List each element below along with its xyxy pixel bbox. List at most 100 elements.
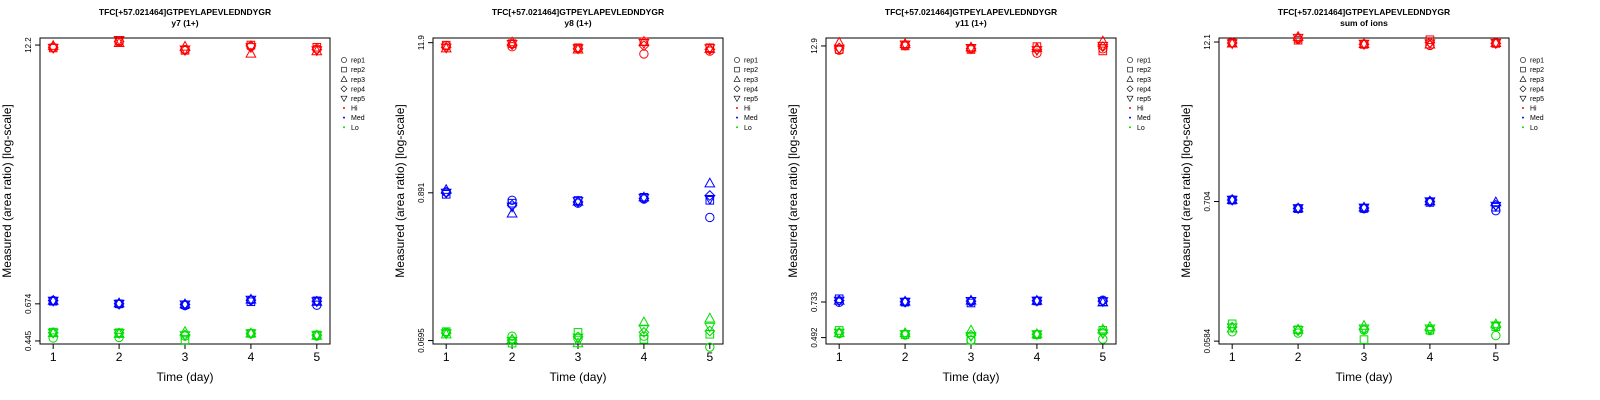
point-lo-rep3	[506, 333, 518, 344]
point-hi-rep3	[1358, 37, 1370, 49]
point-med-rep3	[1226, 193, 1238, 204]
point-hi-rep3	[833, 36, 845, 47]
legend-marker	[733, 85, 741, 93]
point-lo-rep4	[965, 329, 977, 341]
point-lo-rep3	[1424, 320, 1436, 331]
point-lo-rep3	[245, 327, 257, 338]
y-tick-label: 11.9	[417, 35, 426, 51]
point-med-rep3	[113, 297, 125, 308]
point-med-rep3	[47, 294, 59, 305]
point-med-rep5	[899, 297, 911, 308]
legend-marker	[341, 57, 347, 63]
legend-marker	[734, 57, 740, 63]
y-tick-label: 0.492	[810, 327, 819, 348]
point-hi-rep5	[899, 40, 911, 51]
point-med-rep3	[899, 295, 911, 306]
legend-marker	[340, 95, 348, 103]
x-tick-label: 2	[509, 350, 516, 364]
y-tick-label: 12.1	[1203, 34, 1212, 50]
point-lo-rep3	[572, 337, 584, 348]
legend-label: rep1	[351, 58, 365, 65]
x-tick-label: 4	[641, 350, 648, 364]
chart-title: TFC[+57.021464]GTPEYLAPEVLEDNDYGR	[99, 7, 271, 17]
point-lo-rep5	[965, 332, 977, 343]
legend-label: rep5	[351, 96, 365, 103]
x-tick-label: 1	[50, 350, 57, 364]
legend-marker	[1519, 75, 1527, 82]
chart-subtitle: y7 (1+)	[171, 18, 198, 28]
legend-marker	[1129, 107, 1131, 109]
point-lo-rep3	[704, 312, 716, 323]
legend-label: Hi	[351, 106, 358, 113]
point-lo-rep1	[48, 333, 58, 343]
y-axis-label: Measured (area ratio) [log-scale]	[786, 104, 800, 277]
legend: rep1 rep2 rep3 rep4 rep5 Hi Med Lo	[340, 57, 365, 132]
y-axis-label: Measured (area ratio) [log-scale]	[1179, 104, 1193, 277]
point-hi-rep4	[245, 40, 257, 52]
point-lo-rep5	[833, 328, 845, 339]
legend-label: rep3	[1530, 77, 1544, 84]
legend-label: Med	[351, 115, 365, 122]
legend-label: Med	[1137, 115, 1151, 122]
legend-label: Hi	[744, 106, 751, 113]
legend-label: rep5	[1530, 96, 1544, 103]
point-hi-rep5	[506, 40, 518, 51]
chart-subtitle: sum of ions	[1340, 18, 1388, 28]
point-med-rep5	[833, 296, 845, 307]
legend-marker	[1127, 66, 1133, 73]
legend-label: rep4	[351, 86, 365, 93]
point-med-rep3	[245, 293, 257, 304]
legend-marker	[341, 66, 347, 73]
legend-label: rep2	[351, 67, 365, 74]
legend-marker	[1129, 116, 1131, 119]
legend-marker	[736, 107, 738, 109]
point-lo-rep2	[705, 329, 715, 339]
x-tick-label: 3	[182, 350, 189, 364]
point-hi-rep4	[638, 40, 650, 52]
point-lo-rep5	[506, 336, 518, 348]
legend-label: rep1	[1137, 58, 1151, 65]
legend-label: rep4	[744, 86, 758, 93]
point-med-rep5	[704, 194, 716, 206]
point-lo-rep3	[179, 325, 191, 336]
point-lo-rep5	[638, 324, 650, 335]
data-points	[1226, 30, 1502, 344]
legend-label: Lo	[1530, 125, 1538, 132]
point-med-rep3	[1424, 195, 1436, 206]
legend: rep1 rep2 rep3 rep4 rep5 Hi Med Lo	[733, 57, 758, 132]
point-hi-rep1	[1032, 48, 1042, 58]
point-hi-rep1	[639, 49, 649, 59]
point-lo-rep2	[1359, 335, 1369, 344]
legend-marker	[1520, 66, 1526, 73]
point-hi-rep3	[638, 35, 650, 46]
x-tick-label: 1	[1229, 350, 1236, 364]
point-med-rep5	[179, 300, 191, 311]
point-lo-rep4	[704, 325, 716, 337]
point-hi-rep2	[1098, 46, 1108, 56]
legend-label: rep4	[1530, 86, 1544, 93]
legend-marker	[736, 116, 738, 119]
y-tick-label: 0.733	[810, 291, 819, 312]
point-med-rep3	[506, 207, 518, 218]
x-tick-label: 4	[248, 350, 255, 364]
x-tick-label: 5	[313, 350, 320, 364]
point-lo-rep1	[705, 342, 715, 352]
legend-marker	[1522, 107, 1524, 109]
legend-label: rep2	[1137, 67, 1151, 74]
x-tick-label: 5	[1492, 350, 1499, 364]
legend-label: Lo	[744, 125, 752, 132]
legend-marker	[1127, 57, 1133, 63]
point-lo-rep5	[1031, 330, 1043, 341]
x-tick-label: 2	[116, 350, 123, 364]
point-med-rep5	[440, 188, 452, 199]
point-lo-rep5	[113, 329, 125, 340]
y-tick-label: 0.674	[24, 293, 33, 314]
point-hi-rep5	[1097, 41, 1109, 52]
point-med-rep3	[1358, 201, 1370, 212]
point-hi-rep5	[1358, 39, 1370, 50]
legend-label: Lo	[1137, 125, 1145, 132]
x-tick-label: 3	[1361, 350, 1368, 364]
point-hi-rep5	[1031, 46, 1043, 57]
legend-label: Med	[744, 115, 758, 122]
